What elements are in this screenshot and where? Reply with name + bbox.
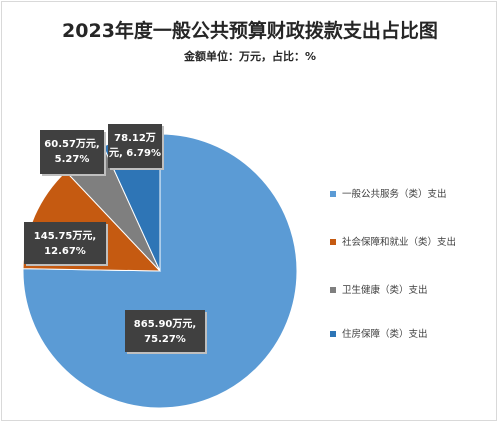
data-label-text: 60.57万元, [44,138,99,150]
legend-item-housing: 住房保障（类）支出 [330,328,480,341]
data-label-box [40,130,104,174]
data-label-text: 12.67% [44,246,86,257]
legend-item-general-public-services: 一般公共服务（类）支出 [330,188,480,201]
data-label-health: 60.57万元, 5.27% [40,130,106,176]
legend-item-health: 卫生健康（类）支出 [330,284,480,297]
data-label-box [24,222,106,264]
legend-item-social-security: 社会保障和就业（类）支出 [330,236,480,249]
legend-label: 一般公共服务（类）支出 [342,189,447,200]
legend-label: 社会保障和就业（类）支出 [342,237,457,248]
data-label-social-security: 145.75万元, 12.67% [24,222,108,266]
legend-label: 卫生健康（类）支出 [342,285,428,296]
data-label-text: 145.75万元, [34,230,96,242]
chart-title: 2023年度一般公共预算财政拨款支出占比图 [62,20,438,42]
chart-subtitle: 金额单位：万元，占比：% [183,50,317,63]
legend-label: 住房保障（类）支出 [342,329,428,340]
data-label-text: 75.27% [144,334,186,345]
legend-swatch [330,287,336,293]
data-label-text: 5.27% [55,154,90,165]
data-label-box [108,124,162,168]
legend-swatch [330,239,336,245]
data-label-text: 78.12万 [114,132,156,144]
data-label-text: 元, 6.79% [109,147,161,159]
data-label-text: 865.90万元, [134,318,196,330]
legend-swatch [330,331,336,337]
slice-general-public-services [22,133,298,409]
data-label-box [125,310,205,352]
legend-swatch [330,191,336,197]
data-label-general-public-services: 865.90万元, 75.27% [125,310,207,354]
